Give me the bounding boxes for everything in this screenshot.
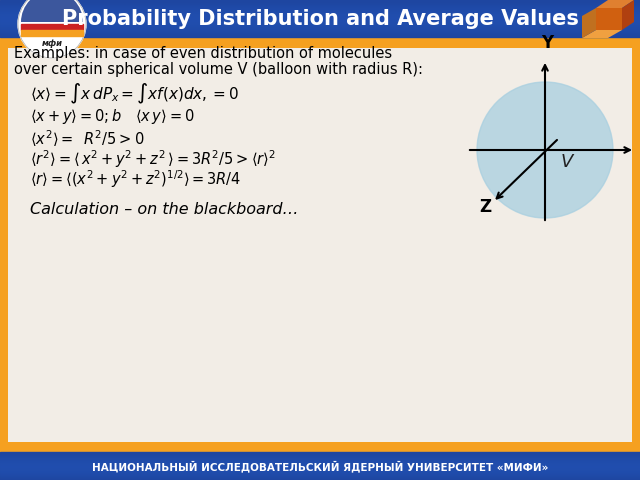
Bar [0,462,640,463]
Bar [0,477,640,478]
Bar [0,9,640,10]
Bar [0,474,640,475]
Text: $\langle r^2 \rangle = \langle\, x^2+y^2+z^2\,\rangle = 3R^2/5 > \langle r \rang: $\langle r^2 \rangle = \langle\, x^2+y^2… [30,148,276,170]
Text: НАЦИОНАЛЬНЫЙ ИССЛЕДОВАТЕЛЬСКИЙ ЯДЕРНЫЙ УНИВЕРСИТЕТ «МИФИ»: НАЦИОНАЛЬНЫЙ ИССЛЕДОВАТЕЛЬСКИЙ ЯДЕРНЫЙ У… [92,460,548,472]
Text: $\langle r \rangle = \langle (x^2+y^2+z^2)^{1/2} \rangle = 3R/4$: $\langle r \rangle = \langle (x^2+y^2+z^… [30,168,241,190]
Text: Z: Z [479,198,491,216]
Bar [0,25,640,26]
Bar [0,453,640,454]
Polygon shape [622,0,634,30]
Ellipse shape [477,82,613,218]
Bar [0,5,640,6]
Bar [0,27,640,28]
Bar [0,19,640,20]
Bar [0,23,640,24]
Text: V: V [561,153,573,171]
Bar [0,454,640,455]
Bar [0,20,640,21]
Bar [0,28,640,29]
Bar [0,469,640,470]
Bar [0,460,640,461]
Bar [0,457,640,458]
Circle shape [18,0,86,58]
Bar [0,16,640,17]
Bar [0,14,640,15]
Bar [0,463,640,464]
Bar [0,22,640,23]
Text: Examples: in case of even distribution of molecules: Examples: in case of even distribution o… [14,46,392,61]
Bar [0,18,640,19]
Bar [0,476,640,477]
Bar [0,459,640,460]
Bar [0,15,640,16]
Bar [0,464,640,465]
Polygon shape [596,0,634,8]
Polygon shape [582,8,596,38]
Bar [0,452,640,453]
Bar [0,24,640,25]
Text: $\langle x+y \rangle = 0;b\quad\langle x\,y \rangle = 0$: $\langle x+y \rangle = 0;b\quad\langle x… [30,107,195,126]
Bar [0,466,640,467]
Bar [0,468,640,469]
Wedge shape [21,0,83,22]
Text: мфи: мфи [42,39,63,48]
Text: $\langle x^2 \rangle = \;\; R^2/5 > 0$: $\langle x^2 \rangle = \;\; R^2/5 > 0$ [30,128,145,149]
Text: $\left\langle x \right\rangle = \int x\,dP_x = \int xf(x)dx, = 0$: $\left\langle x \right\rangle = \int x\,… [30,82,239,106]
Bar [0,26,640,27]
Bar [0,470,640,471]
Bar [0,13,640,14]
Text: Probability Distribution and Average Values: Probability Distribution and Average Val… [61,9,579,29]
Bar [21,30,83,36]
Bar [0,473,640,474]
Bar [0,31,640,32]
Bar [0,34,640,35]
Bar [0,32,640,33]
Bar [0,471,640,472]
Bar [0,12,640,13]
Bar [0,21,640,22]
Polygon shape [596,8,622,30]
Bar [0,30,640,31]
Bar [21,24,83,30]
Bar [0,36,640,37]
Bar [0,478,640,479]
Bar [0,4,640,5]
Bar [0,10,640,11]
Bar [0,29,640,30]
Bar [0,467,640,468]
Bar [0,2,640,3]
Text: Calculation – on the blackboard…: Calculation – on the blackboard… [30,202,298,217]
Bar [0,6,640,7]
Bar [0,7,640,8]
Bar [0,35,640,36]
Bar [0,479,640,480]
Text: over certain spherical volume V (balloon with radius R):: over certain spherical volume V (balloon… [14,62,423,77]
Bar [8,48,632,442]
Bar [0,461,640,462]
Bar [0,33,640,34]
Bar [0,1,640,2]
Bar [0,475,640,476]
Bar [0,455,640,456]
Bar [0,472,640,473]
Bar [0,458,640,459]
Text: Y: Y [541,34,553,52]
Bar [0,11,640,12]
Bar [0,17,640,18]
Bar [0,456,640,457]
Bar [0,3,640,4]
Polygon shape [582,30,622,38]
Bar [0,465,640,466]
Bar [0,8,640,9]
Bar [0,0,640,1]
